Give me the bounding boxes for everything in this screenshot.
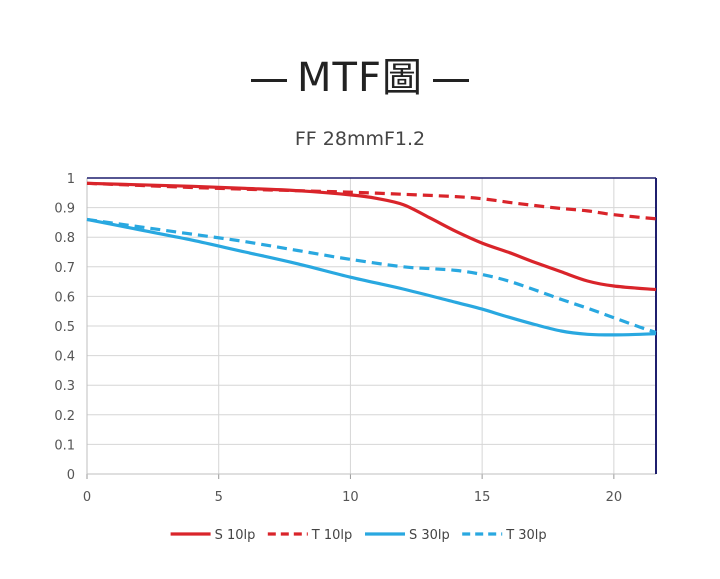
y-tick-label: 0.8: [54, 231, 75, 246]
y-tick-label: 0.6: [54, 290, 75, 305]
chart-title-row: MTF圖: [0, 52, 720, 104]
y-tick-label: 0: [67, 468, 75, 483]
series-line-2: [86, 181, 657, 221]
y-tick-label: 0.5: [54, 320, 75, 335]
chart-title: MTF圖: [297, 55, 423, 101]
legend-entry: T 30lp: [505, 528, 546, 543]
y-tick-label: 0.7: [54, 261, 75, 276]
legend-entry: S 10lp: [215, 528, 256, 543]
y-tick-label: 0.1: [54, 438, 75, 453]
legend-entry: T 10lp: [311, 528, 352, 543]
legend: S 10lp T 10lp S 30lp T 30lp: [170, 528, 547, 543]
y-tick-label: 0.9: [54, 202, 75, 217]
y-tick-label: 0.3: [54, 379, 75, 394]
y-tick-label: 0.4: [54, 350, 75, 365]
y-tick-label: 0.2: [54, 409, 75, 424]
chart-subtitle: FF 28mmF1.2: [294, 128, 426, 150]
y-tick-label: 1: [67, 172, 75, 187]
series-lines: [86, 181, 657, 337]
title-dash-right: [432, 78, 469, 82]
grid: [86, 177, 656, 475]
series-line-4: [86, 217, 657, 335]
legend-entry: S 30lp: [409, 528, 450, 543]
x-tick-label: 20: [606, 490, 623, 505]
series-line-3: [86, 217, 657, 337]
axes: 00.10.20.30.40.50.60.70.80.910 5 10 15 20: [54, 172, 657, 505]
title-dash-left: [251, 78, 288, 82]
x-tick-label: 10: [342, 490, 359, 505]
x-tick-label: 15: [474, 490, 491, 505]
x-tick-label: 5: [215, 490, 223, 505]
x-tick-label: 0: [83, 490, 91, 505]
series-line-1: [86, 181, 657, 292]
